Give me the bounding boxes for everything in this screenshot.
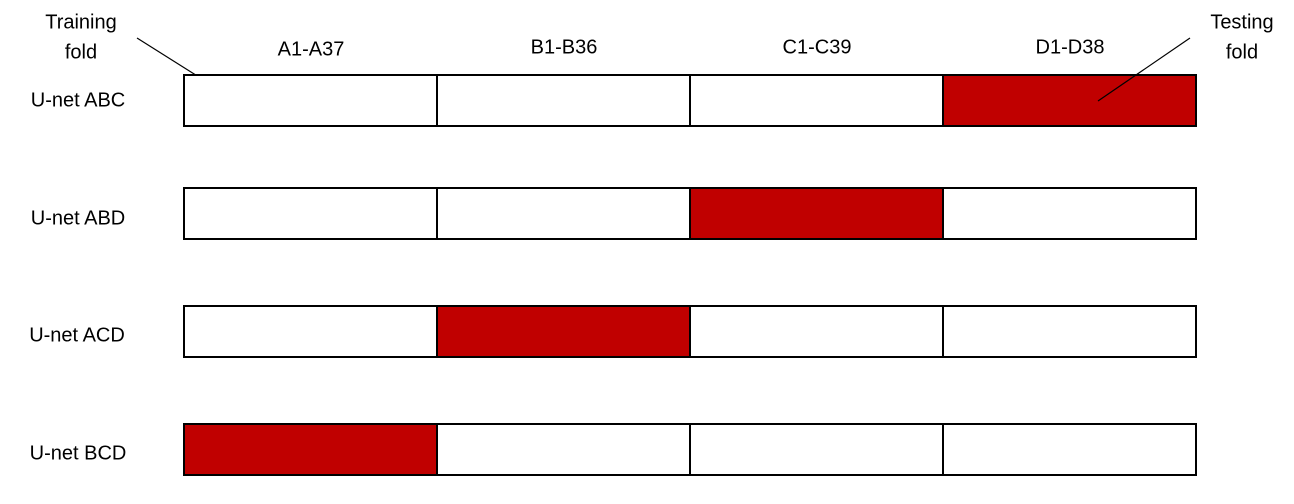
test-fold-cell — [942, 74, 1197, 127]
fold-cell — [942, 305, 1197, 358]
column-header: B1-B36 — [531, 36, 598, 58]
callout-text: fold — [1226, 41, 1258, 63]
column-header: A1-A37 — [278, 38, 345, 60]
fold-cell — [942, 187, 1197, 240]
row: U-net BCD — [30, 423, 1197, 476]
row: U-net ABC — [31, 74, 1197, 127]
row-label: U-net ABC — [31, 89, 125, 111]
fold-cell — [689, 423, 944, 476]
test-fold-cell — [183, 423, 438, 476]
fold-cell — [942, 423, 1197, 476]
fold-cell — [183, 74, 438, 127]
row: U-net ABD — [31, 187, 1197, 240]
fold-cell — [183, 187, 438, 240]
fold-cell — [689, 305, 944, 358]
fold-cell — [436, 187, 691, 240]
callout-text: Testing — [1210, 11, 1273, 33]
fold-cell — [436, 74, 691, 127]
row-label: U-net BCD — [30, 442, 127, 464]
fold-cell — [183, 305, 438, 358]
column-header: D1-D38 — [1036, 36, 1105, 58]
test-fold-cell — [689, 187, 944, 240]
callout-text: Training — [45, 11, 117, 33]
test-fold-cell — [436, 305, 691, 358]
column-header: C1-C39 — [783, 36, 852, 58]
row-label: U-net ACD — [29, 324, 125, 346]
row-label: U-net ABD — [31, 207, 125, 229]
callout-line — [1097, 37, 1191, 102]
fold-cell — [689, 74, 944, 127]
fold-cell — [436, 423, 691, 476]
row: U-net ACD — [29, 305, 1197, 358]
callout-text: fold — [65, 41, 97, 63]
